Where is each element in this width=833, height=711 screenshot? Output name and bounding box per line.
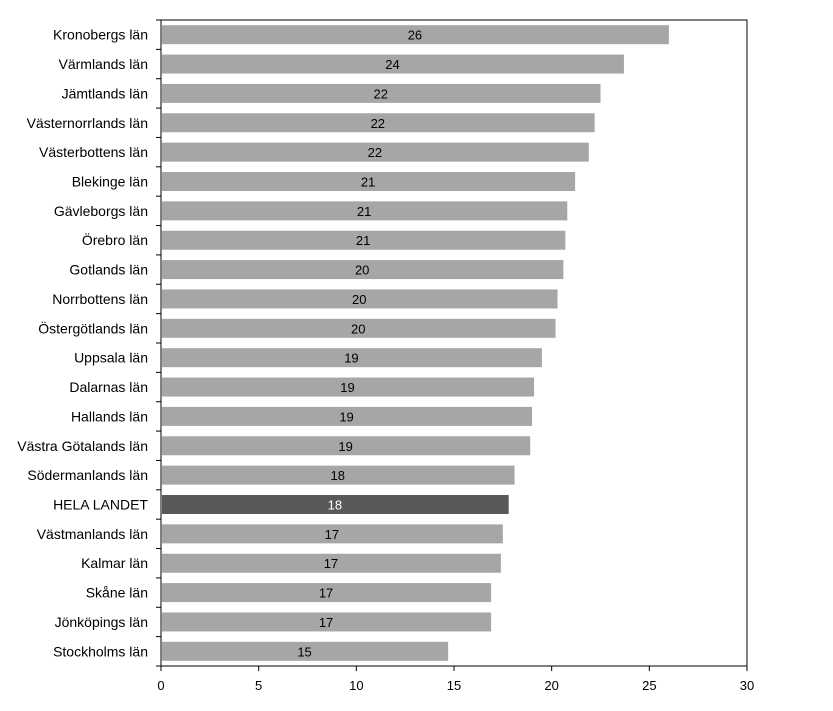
- data-label: 26: [408, 28, 422, 43]
- bar: [162, 612, 492, 632]
- data-label: 21: [357, 204, 371, 219]
- x-tick-label: 5: [255, 678, 262, 693]
- category-label: Värmlands län: [59, 56, 149, 72]
- category-label: Uppsala län: [74, 350, 148, 366]
- category-label: Östergötlands län: [38, 319, 148, 336]
- x-tick-label: 30: [740, 678, 754, 693]
- x-tick-label: 20: [544, 678, 558, 693]
- bar: [162, 583, 492, 603]
- data-label: 17: [319, 586, 333, 601]
- bar: [162, 377, 535, 397]
- data-label: 20: [351, 321, 365, 336]
- data-label: 19: [340, 380, 354, 395]
- category-label: Dalarnas län: [69, 379, 148, 395]
- data-label: 18: [331, 468, 345, 483]
- data-labels-layer: 26 24 22 22 22 21 21 21 20 20 20 19 19 19 19 18 18 17 17 17…: [297, 28, 422, 660]
- x-tick-label: 15: [447, 678, 461, 693]
- bar: [162, 641, 449, 661]
- bar: [162, 348, 542, 368]
- data-label: 19: [344, 351, 358, 366]
- axes-layer: 0 5 10 15 20 25 30: [156, 19, 754, 693]
- bar: [162, 25, 669, 45]
- bar: [162, 83, 601, 103]
- bar: [162, 230, 566, 250]
- category-label: Västra Götalands län: [17, 438, 148, 454]
- bar: [162, 172, 576, 191]
- data-label: 18: [328, 498, 342, 513]
- bar: [162, 465, 515, 485]
- category-labels-layer: Kronobergs län Värmlands län Jämtlands län…: [17, 27, 148, 660]
- category-label: Västernorrlands län: [27, 115, 148, 131]
- data-label: 24: [385, 57, 399, 72]
- data-label: 17: [325, 527, 339, 542]
- category-label: Västmanlands län: [37, 526, 148, 542]
- data-label: 20: [355, 263, 369, 278]
- category-label: Örebro län: [82, 231, 148, 248]
- bar: [162, 113, 595, 133]
- bar: [162, 289, 558, 309]
- bar: [162, 553, 501, 573]
- category-label: Skåne län: [86, 585, 148, 601]
- data-label: 22: [371, 116, 385, 131]
- category-label: Stockholms län: [53, 643, 148, 659]
- data-label: 20: [352, 292, 366, 307]
- category-label: Kalmar län: [81, 555, 148, 571]
- data-label: 19: [339, 409, 353, 424]
- bar: [162, 260, 564, 280]
- data-label: 22: [368, 145, 382, 160]
- category-label: Gotlands län: [69, 262, 148, 278]
- data-label: 21: [356, 233, 370, 248]
- bar: [162, 436, 531, 456]
- x-tick-label: 0: [157, 678, 164, 693]
- data-label: 22: [374, 86, 388, 101]
- category-label: Hallands län: [71, 408, 148, 424]
- category-label: Norrbottens län: [52, 291, 148, 307]
- x-tick-label: 25: [642, 678, 656, 693]
- bar: [162, 495, 509, 514]
- data-label: 17: [324, 556, 338, 571]
- category-label: Södermanlands län: [27, 467, 148, 483]
- category-label: Jönköpings län: [55, 614, 148, 630]
- category-label: Gävleborgs län: [54, 203, 148, 219]
- data-label: 15: [297, 644, 311, 659]
- category-label: Jämtlands län: [62, 85, 148, 101]
- category-label: Västerbottens län: [39, 144, 148, 160]
- x-tick-label: 10: [349, 678, 363, 693]
- bar: [162, 318, 556, 338]
- bar: [162, 142, 589, 162]
- category-label: Kronobergs län: [53, 27, 148, 43]
- bar: [162, 406, 533, 426]
- data-label: 21: [361, 175, 375, 190]
- bar: [162, 54, 624, 74]
- data-label: 19: [338, 439, 352, 454]
- data-label: 17: [319, 615, 333, 630]
- bar: [162, 524, 503, 544]
- category-label: Blekinge län: [72, 174, 148, 190]
- category-label: HELA LANDET: [53, 497, 148, 513]
- bars-layer: [162, 25, 669, 661]
- bar: [162, 201, 568, 221]
